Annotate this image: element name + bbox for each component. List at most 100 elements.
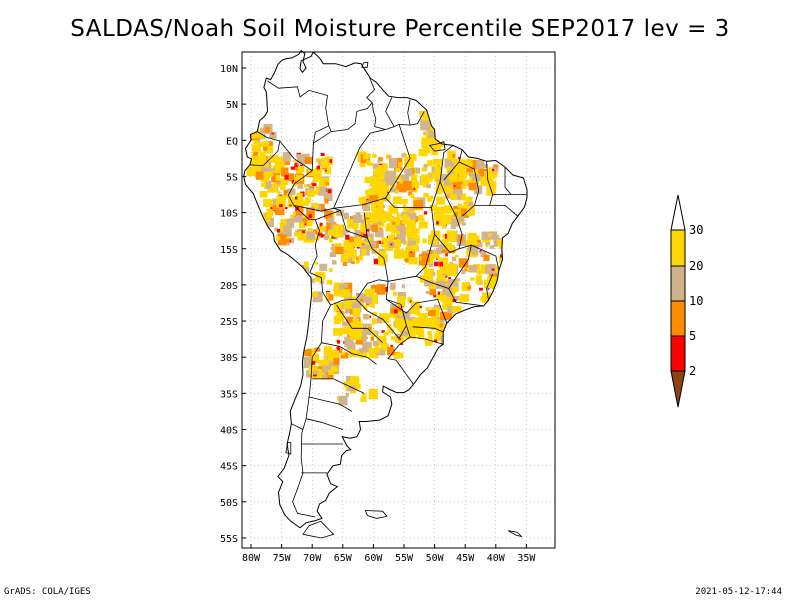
percentile-cell xyxy=(384,172,395,183)
percentile-cell xyxy=(480,264,488,274)
percentile-cell xyxy=(479,287,483,291)
percentile-cell xyxy=(499,295,503,298)
percentile-cell xyxy=(434,165,440,173)
percentile-cell xyxy=(398,337,404,343)
percentile-cell xyxy=(408,191,413,196)
percentile-cell xyxy=(427,196,433,202)
percentile-cell xyxy=(488,233,492,237)
percentile-cell xyxy=(328,268,333,273)
percentile-cell xyxy=(339,284,345,291)
percentile-cell xyxy=(318,186,327,196)
percentile-cell xyxy=(425,307,430,311)
percentile-cell xyxy=(356,293,366,303)
percentile-cell xyxy=(481,292,491,303)
percentile-cell xyxy=(430,207,435,210)
border-line xyxy=(416,275,484,307)
percentile-cell xyxy=(340,252,349,262)
percentile-cell xyxy=(322,177,330,187)
percentile-cell xyxy=(269,141,273,146)
percentile-cell xyxy=(329,252,337,257)
percentile-cell xyxy=(372,246,376,251)
percentile-cell xyxy=(325,182,329,186)
percentile-cell xyxy=(475,160,485,170)
islands xyxy=(285,61,523,539)
percentile-cell xyxy=(439,173,448,185)
percentile-cell xyxy=(440,291,445,296)
percentile-cell xyxy=(452,185,461,194)
percentile-cell xyxy=(297,231,308,241)
percentile-cell xyxy=(307,169,317,177)
border-line xyxy=(504,167,512,195)
percentile-cell xyxy=(446,186,452,194)
percentile-cell xyxy=(329,360,337,367)
percentile-cell xyxy=(352,221,359,229)
percentile-cell xyxy=(390,282,396,290)
percentile-cell xyxy=(455,278,460,282)
percentile-cell xyxy=(485,265,492,274)
percentile-cell xyxy=(447,170,457,179)
percentile-cell xyxy=(444,336,449,340)
percentile-cell xyxy=(292,212,298,219)
percentile-cell xyxy=(437,128,443,135)
percentile-cell xyxy=(286,238,290,243)
percentile-cell xyxy=(349,376,360,386)
percentile-cell xyxy=(435,206,445,215)
border-line xyxy=(388,207,436,282)
border-line xyxy=(312,378,365,394)
percentile-cell xyxy=(261,228,271,235)
percentile-cell xyxy=(427,331,432,336)
border-line xyxy=(309,272,389,306)
percentile-cell xyxy=(472,242,478,249)
percentile-cell xyxy=(394,239,401,248)
percentile-cell xyxy=(493,164,499,170)
percentile-cell xyxy=(340,289,351,298)
percentile-cell xyxy=(264,127,270,133)
percentile-cell xyxy=(420,120,430,131)
percentile-cell xyxy=(300,279,307,286)
percentile-cell xyxy=(368,326,372,330)
percentile-cell xyxy=(295,165,300,171)
percentile-cell xyxy=(430,205,434,209)
percentile-cell xyxy=(283,226,292,237)
percentile-cell xyxy=(324,208,327,211)
percentile-cell xyxy=(343,240,354,251)
percentile-cell xyxy=(355,212,361,216)
border-line xyxy=(333,129,386,209)
legend-level-label: 20 xyxy=(689,259,703,273)
percentile-cell xyxy=(266,218,271,223)
percentile-cell xyxy=(369,178,380,187)
legend-20-30 xyxy=(670,229,686,267)
percentile-cell xyxy=(387,347,395,356)
percentile-cell xyxy=(424,275,434,286)
percentile-cell xyxy=(272,204,280,211)
percentile-cell xyxy=(463,179,471,187)
percentile-cell xyxy=(413,326,421,333)
border-line xyxy=(385,97,411,128)
percentile-cell xyxy=(461,269,466,275)
percentile-cell xyxy=(448,331,452,335)
latitude-label: 10S xyxy=(220,209,238,220)
percentile-cell xyxy=(396,232,406,244)
percentile-cell xyxy=(270,205,274,210)
longitude-label: 70W xyxy=(303,553,322,564)
percentile-cell xyxy=(307,228,312,233)
percentile-cell xyxy=(324,356,328,361)
border-line xyxy=(489,205,519,217)
percentile-cell xyxy=(443,273,447,277)
percentile-cell xyxy=(493,242,498,247)
percentile-cell xyxy=(400,343,403,346)
percentile-cell xyxy=(266,218,274,228)
percentile-cell xyxy=(319,233,323,236)
percentile-cell xyxy=(488,167,494,174)
percentile-cell xyxy=(450,193,457,201)
percentile-cell xyxy=(407,297,413,303)
percentile-cell xyxy=(390,303,397,312)
percentile-cell xyxy=(444,297,453,307)
island-outline xyxy=(361,61,369,68)
percentile-cell xyxy=(329,349,333,354)
percentile-cell xyxy=(307,220,313,227)
percentile-cell xyxy=(304,197,311,204)
percentile-cell xyxy=(370,285,381,293)
percentile-cell xyxy=(352,302,362,313)
percentile-cell xyxy=(308,214,312,219)
